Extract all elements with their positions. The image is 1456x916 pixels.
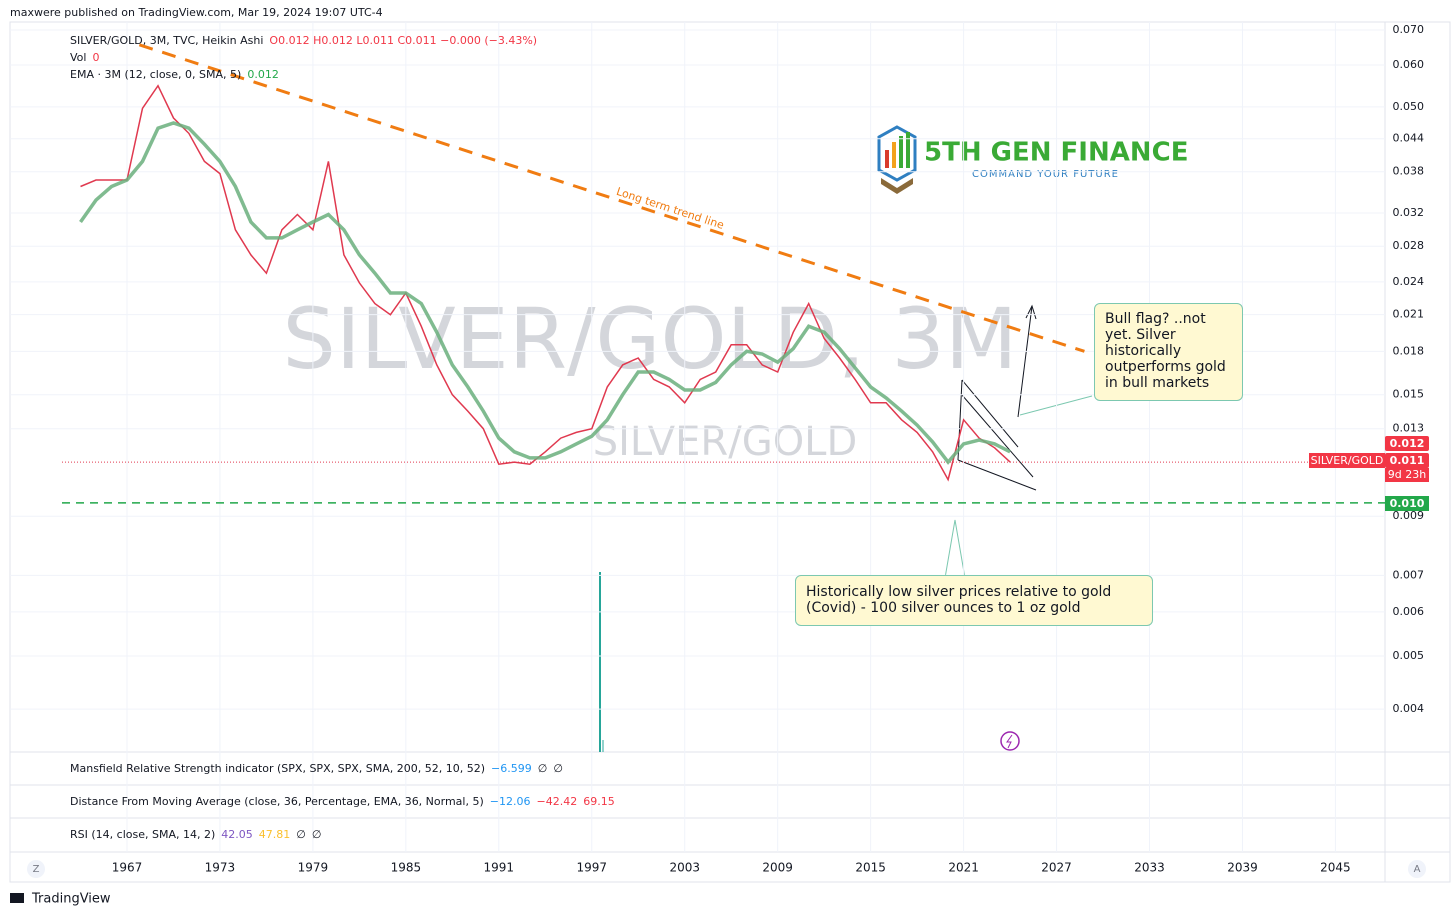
y-tick-label: 0.038 — [1393, 165, 1425, 178]
flag-drawing — [957, 304, 1037, 491]
note-pointer — [944, 519, 966, 579]
price-badge-label: 0.011 — [1390, 454, 1425, 467]
publisher: maxwere published on TradingView.com, Ma… — [10, 6, 383, 19]
indicator-value: ∅ — [553, 762, 563, 775]
x-tick-label: 2003 — [669, 861, 700, 875]
indicator-value: 69.15 — [583, 795, 615, 808]
y-tick-label: 0.018 — [1393, 344, 1425, 357]
zoom-button[interactable] — [27, 860, 45, 878]
y-tick-label: 0.028 — [1393, 239, 1425, 252]
logo-tagline: COMMAND YOUR FUTURE — [972, 169, 1119, 180]
auto-button-label[interactable]: A — [1414, 864, 1421, 875]
x-tick-label: 1973 — [205, 861, 236, 875]
y-tick-label: 0.013 — [1393, 422, 1425, 435]
y-tick-label: 0.044 — [1393, 132, 1425, 145]
legend-ema: EMA · 3M (12, close, 0, SMA, 5) — [70, 68, 241, 81]
annotation: Historically low silver prices relative … — [795, 575, 1153, 626]
y-tick-label: 0.032 — [1393, 206, 1425, 219]
x-tick-label: 1997 — [576, 861, 607, 875]
zoom-button-label[interactable]: Z — [33, 864, 40, 875]
indicator-value: ∅ — [312, 828, 322, 841]
indicator-value: −6.599 — [491, 762, 532, 775]
x-tick-label: 2027 — [1041, 861, 1072, 875]
event-icon — [1006, 734, 1013, 749]
trend-label: Long term trend line — [615, 185, 726, 232]
trend-line — [138, 43, 1085, 353]
indicator-value: ∅ — [538, 762, 548, 775]
price-series — [80, 84, 1011, 482]
legend-symbol: SILVER/GOLD, 3M, TVC, Heikin Ashi — [70, 34, 263, 47]
symbol-badge — [1309, 453, 1385, 468]
watermark-sub: SILVER/GOLD — [593, 419, 858, 465]
auto-button[interactable] — [1408, 860, 1426, 878]
event-icon — [1000, 731, 1020, 751]
annotation: Bull flag? ..not yet. Silver historicall… — [1094, 303, 1243, 401]
x-tick-label: 2015 — [855, 861, 886, 875]
y-tick-label: 0.004 — [1393, 702, 1425, 715]
y-tick-label: 0.050 — [1393, 100, 1425, 113]
indicator-value: 47.81 — [259, 828, 291, 841]
y-tick-label: 0.007 — [1393, 568, 1425, 581]
legend-ohlc: O0.012 H0.012 L0.011 C0.011 −0.000 (−3.4… — [269, 34, 537, 47]
y-tick-label: 0.060 — [1393, 58, 1425, 71]
y-tick-label: 0.021 — [1393, 308, 1425, 321]
brand-icon — [10, 893, 24, 903]
x-tick-label: 2039 — [1227, 861, 1258, 875]
logo-icon — [877, 125, 917, 194]
y-tick-label: 0.024 — [1393, 275, 1425, 288]
x-tick-label: 2033 — [1134, 861, 1165, 875]
x-tick-label: 1985 — [391, 861, 422, 875]
price-badge — [1385, 436, 1429, 451]
x-tick-label: 2009 — [762, 861, 793, 875]
symbol-badge-label: SILVER/GOLD — [1311, 454, 1384, 467]
legend-vol-value: 0 — [92, 51, 99, 64]
y-tick-label: 0.005 — [1393, 649, 1425, 662]
indicator-name: Mansfield Relative Strength indicator (S… — [70, 762, 485, 775]
ema-line — [79, 121, 1011, 465]
legend-vol: Vol — [70, 51, 86, 64]
countdown: 9d 23h — [1388, 468, 1426, 481]
indicator-name: Distance From Moving Average (close, 36,… — [70, 795, 484, 808]
price-badge — [1385, 453, 1429, 468]
countdown-badge — [1385, 468, 1429, 482]
indicator-value: −12.06 — [490, 795, 531, 808]
support-badge-label: 0.010 — [1390, 497, 1425, 510]
x-tick-label: 2045 — [1320, 861, 1351, 875]
y-tick-label: 0.009 — [1393, 509, 1425, 522]
y-tick-label: 0.006 — [1393, 605, 1425, 618]
indicator-value: ∅ — [296, 828, 306, 841]
indicator-name: RSI (14, close, SMA, 14, 2) — [70, 828, 215, 841]
x-tick-label: 2021 — [948, 861, 979, 875]
indicator-value: −42.42 — [536, 795, 577, 808]
frame — [9, 21, 1451, 883]
legend-ema-value: 0.012 — [247, 68, 279, 81]
y-tick-label: 0.070 — [1393, 23, 1425, 36]
x-tick-label: 1967 — [112, 861, 143, 875]
price-badge-label: 0.012 — [1390, 437, 1425, 450]
support-badge — [1385, 496, 1429, 511]
indicator-value: 42.05 — [221, 828, 253, 841]
x-tick-label: 1979 — [298, 861, 329, 875]
x-tick-label: 1991 — [484, 861, 515, 875]
y-tick-label: 0.015 — [1393, 388, 1425, 401]
brand: TradingView — [31, 892, 111, 907]
note-pointer — [1019, 395, 1093, 416]
